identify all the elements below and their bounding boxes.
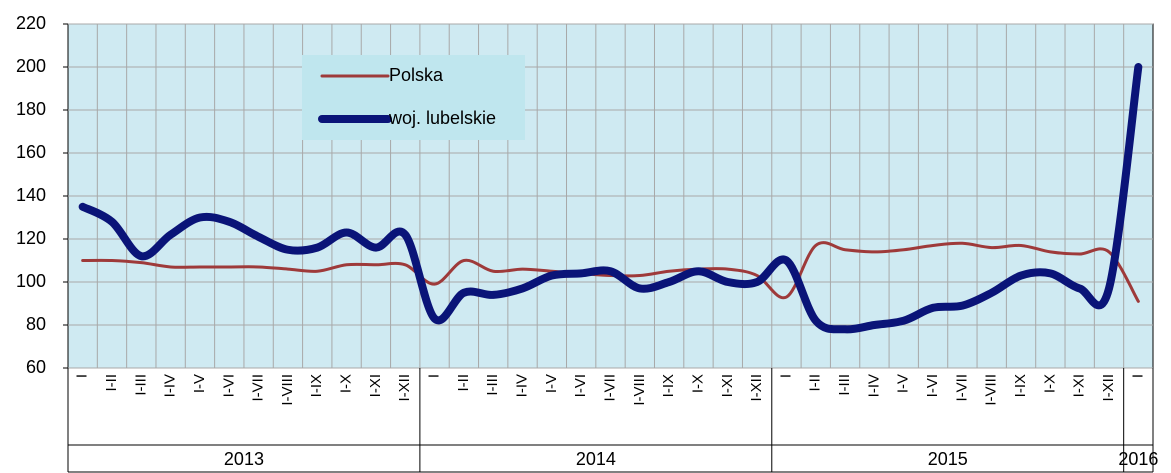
x-tick-label: I-III — [132, 374, 149, 396]
y-tick-label: 220 — [16, 13, 46, 33]
x-tick-label: I-VI — [572, 374, 589, 397]
x-tick-label: I-IV — [513, 374, 530, 397]
y-tick-label: 80 — [26, 314, 46, 334]
x-tick-label: I-V — [543, 374, 560, 393]
x-tick-label: I-VII — [601, 374, 618, 402]
x-tick-label: I-IV — [162, 374, 179, 397]
x-tick-label: I-VI — [220, 374, 237, 397]
series-line — [78, 63, 1143, 334]
x-tick-label: I-III — [836, 374, 853, 396]
y-tick-label: 180 — [16, 99, 46, 119]
x-tick-label: I — [1129, 374, 1146, 378]
series-line — [81, 241, 1140, 303]
x-tick-label: I-VIII — [279, 374, 296, 406]
x-tick-label: I-XII — [748, 374, 765, 402]
x-tick-label: I-V — [191, 374, 208, 393]
x-tick-label: I-VII — [953, 374, 970, 402]
x-tick-label: I-IX — [308, 374, 325, 397]
x-tick-label: I-XI — [719, 374, 736, 397]
x-tick-label: I-VII — [250, 374, 267, 402]
group-label: 2015 — [928, 449, 968, 469]
x-tick-label: I-X — [1041, 374, 1058, 393]
x-tick-label: I-VIII — [983, 374, 1000, 406]
x-tick-label: I-V — [895, 374, 912, 393]
legend — [302, 55, 525, 140]
legend-label: woj. lubelskie — [388, 108, 496, 128]
x-tick-label: I-X — [689, 374, 706, 393]
x-tick-label: I-IX — [1012, 374, 1029, 397]
y-tick-label: 60 — [26, 357, 46, 377]
legend-label: Polska — [389, 65, 444, 85]
y-tick-label: 140 — [16, 185, 46, 205]
x-tick-label: I-II — [455, 374, 472, 392]
x-tick-label: I — [777, 374, 794, 378]
x-tick-label: I-IV — [865, 374, 882, 397]
x-tick-label: I-XII — [396, 374, 413, 402]
x-tick-label: I-II — [103, 374, 120, 392]
group-label: 2014 — [576, 449, 616, 469]
x-tick-label: I-VIII — [631, 374, 648, 406]
x-tick-label: I-III — [484, 374, 501, 396]
x-tick-label: I-XI — [367, 374, 384, 397]
y-tick-label: 100 — [16, 271, 46, 291]
x-tick-label: I — [74, 374, 91, 378]
x-tick-label: I — [426, 374, 443, 378]
x-tick-label: I-IX — [660, 374, 677, 397]
x-tick-label: I-VI — [924, 374, 941, 397]
x-tick-label: I-II — [807, 374, 824, 392]
y-tick-label: 160 — [16, 142, 46, 162]
group-label: 2013 — [224, 449, 264, 469]
x-tick-label: I-XII — [1100, 374, 1117, 402]
x-tick-label: I-X — [338, 374, 355, 393]
y-tick-label: 120 — [16, 228, 46, 248]
group-label: 2016 — [1118, 449, 1158, 469]
y-tick-label: 200 — [16, 56, 46, 76]
x-tick-label: I-XI — [1071, 374, 1088, 397]
